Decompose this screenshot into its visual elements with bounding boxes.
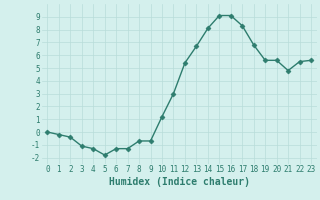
X-axis label: Humidex (Indice chaleur): Humidex (Indice chaleur) (109, 177, 250, 187)
